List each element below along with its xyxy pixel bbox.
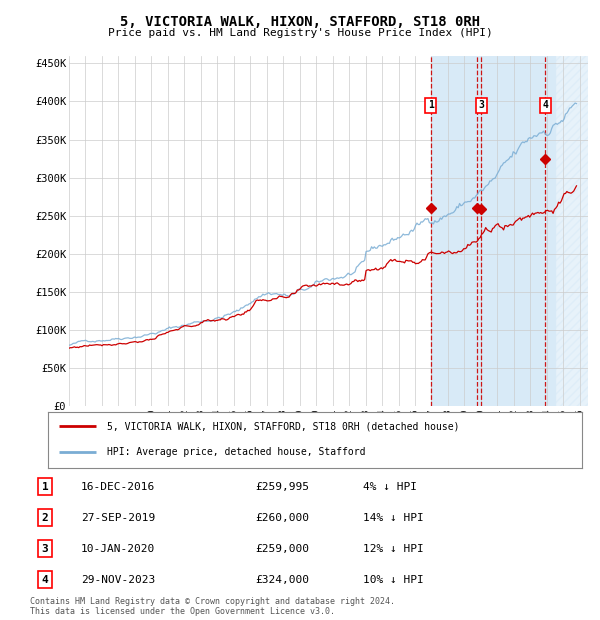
Text: 4% ↓ HPI: 4% ↓ HPI — [363, 482, 417, 492]
Text: 16-DEC-2016: 16-DEC-2016 — [81, 482, 155, 492]
Text: 10% ↓ HPI: 10% ↓ HPI — [363, 575, 424, 585]
Text: This data is licensed under the Open Government Licence v3.0.: This data is licensed under the Open Gov… — [30, 607, 335, 616]
Text: 4: 4 — [41, 575, 49, 585]
Text: Price paid vs. HM Land Registry's House Price Index (HPI): Price paid vs. HM Land Registry's House … — [107, 28, 493, 38]
Text: 14% ↓ HPI: 14% ↓ HPI — [363, 513, 424, 523]
Text: £260,000: £260,000 — [255, 513, 309, 523]
Text: 27-SEP-2019: 27-SEP-2019 — [81, 513, 155, 523]
Text: 5, VICTORIA WALK, HIXON, STAFFORD, ST18 0RH: 5, VICTORIA WALK, HIXON, STAFFORD, ST18 … — [120, 16, 480, 30]
Text: 2: 2 — [41, 513, 49, 523]
Text: 5, VICTORIA WALK, HIXON, STAFFORD, ST18 0RH (detached house): 5, VICTORIA WALK, HIXON, STAFFORD, ST18 … — [107, 421, 459, 432]
Text: 10-JAN-2020: 10-JAN-2020 — [81, 544, 155, 554]
Text: £324,000: £324,000 — [255, 575, 309, 585]
Text: 1: 1 — [41, 482, 49, 492]
Bar — [555, 56, 588, 406]
Text: £259,995: £259,995 — [255, 482, 309, 492]
Bar — [431, 56, 555, 406]
Text: 12% ↓ HPI: 12% ↓ HPI — [363, 544, 424, 554]
Text: 29-NOV-2023: 29-NOV-2023 — [81, 575, 155, 585]
Text: 3: 3 — [478, 100, 484, 110]
Text: HPI: Average price, detached house, Stafford: HPI: Average price, detached house, Staf… — [107, 448, 365, 458]
Text: £259,000: £259,000 — [255, 544, 309, 554]
Text: 4: 4 — [542, 100, 548, 110]
Text: 1: 1 — [428, 100, 434, 110]
Text: 3: 3 — [41, 544, 49, 554]
Text: Contains HM Land Registry data © Crown copyright and database right 2024.: Contains HM Land Registry data © Crown c… — [30, 597, 395, 606]
